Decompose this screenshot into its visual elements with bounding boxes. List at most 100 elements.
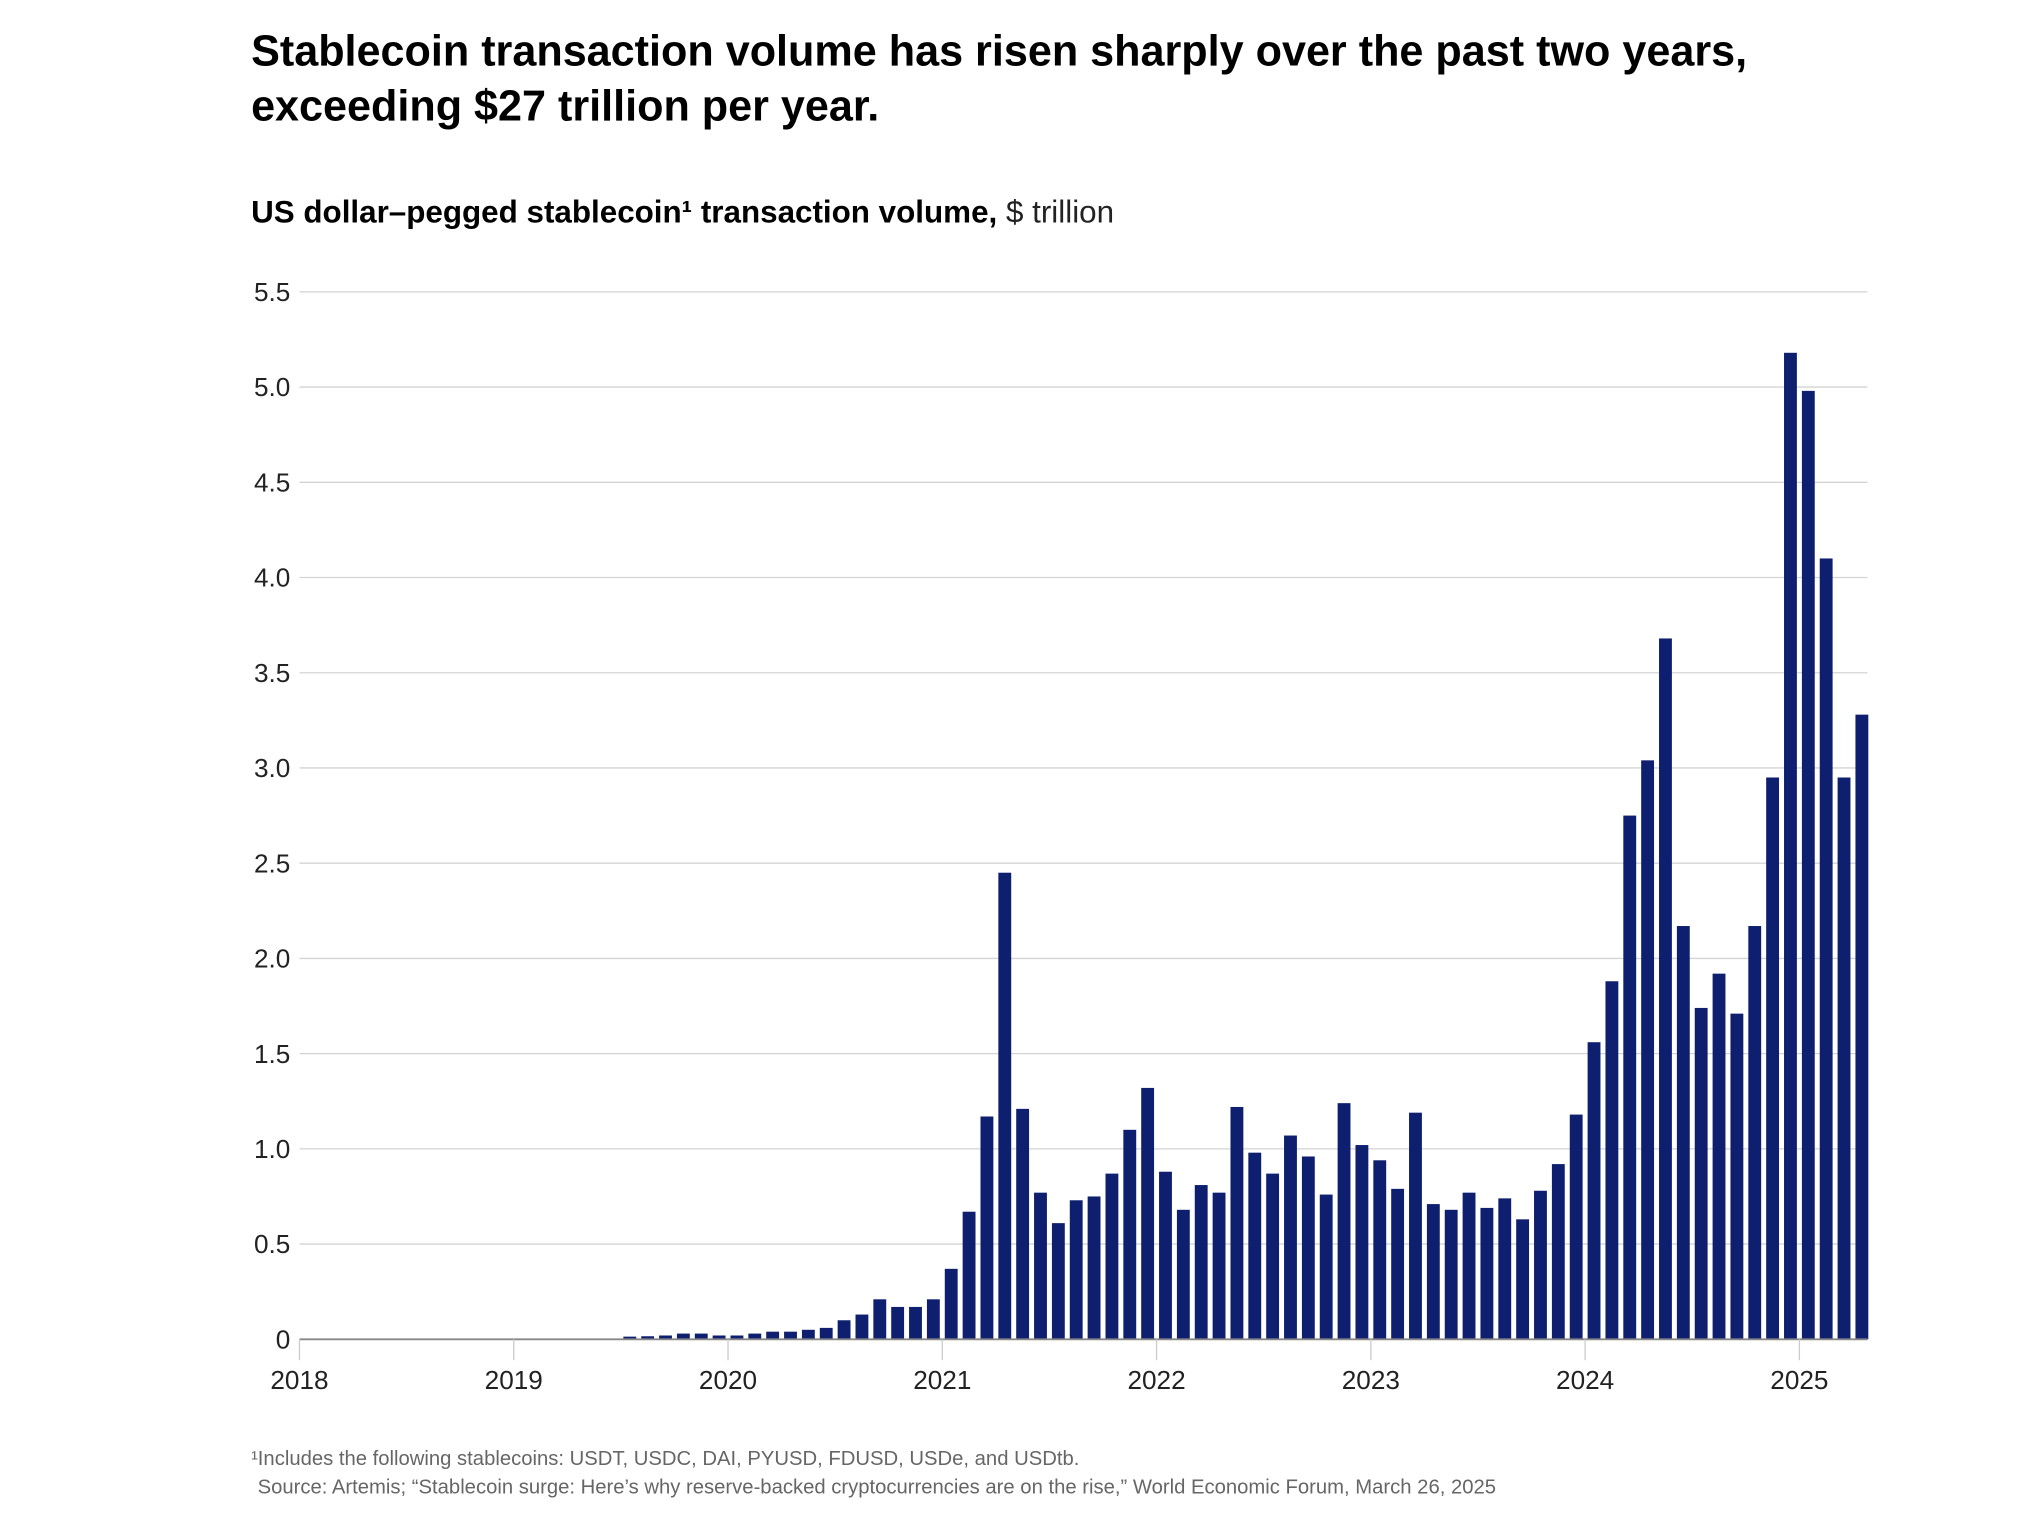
bar-2021-06: 2021-06: 0.77 bbox=[1034, 1192, 1047, 1340]
bar-2020-07: 2020-07: 0.1 bbox=[837, 1320, 851, 1340]
bar-2023-09: 2023-09: 0.63 bbox=[1516, 1219, 1530, 1340]
bar-2020-04: 2020-04: 0.04 bbox=[784, 1331, 797, 1340]
bar-2020-10: 2020-10: 0.17 bbox=[891, 1306, 905, 1340]
bar-2024-01: 2024-01: 1.56 bbox=[1587, 1042, 1601, 1340]
bar-2022-09: 2022-09: 0.96 bbox=[1301, 1156, 1315, 1340]
source-note: Source: Artemis; “Stablecoin surge: Here… bbox=[258, 1477, 1496, 1499]
subtitle-measure: US dollar–pegged stablecoin¹ transaction… bbox=[251, 195, 997, 230]
bar-2020-03: 2020-03: 0.04 bbox=[766, 1331, 780, 1340]
bar-2021-12: 2021-12: 1.32 bbox=[1141, 1087, 1155, 1340]
bar-2021-03: 2021-03: 1.17 bbox=[980, 1116, 994, 1340]
bar-2021-09: 2021-09: 0.75 bbox=[1087, 1196, 1101, 1340]
bar-2021-10: 2021-10: 0.87 bbox=[1105, 1173, 1119, 1340]
x-tick-label: 2022 bbox=[1127, 1365, 1185, 1395]
bar-2022-05: 2022-05: 1.22 bbox=[1230, 1106, 1244, 1340]
bar-2023-03: 2023-03: 1.19 bbox=[1409, 1112, 1422, 1340]
bar-2025-02: 2025-02: 4.1 bbox=[1819, 558, 1833, 1340]
y-tick-label: 4.5 bbox=[254, 467, 290, 497]
chart-title-line2: exceeding $27 trillion per year. bbox=[251, 83, 879, 131]
bar-2022-07: 2022-07: 0.87 bbox=[1266, 1173, 1280, 1340]
bar-2024-04: 2024-04: 3.04 bbox=[1641, 760, 1655, 1340]
subtitle-unit: $ trillion bbox=[997, 195, 1114, 230]
x-axis-labels: 2018 2019 2020 2021 2022 2023 2024 2025 bbox=[270, 1339, 1828, 1395]
bar-2020-05: 2020-05: 0.05 bbox=[801, 1329, 815, 1340]
chart-subtitle: US dollar–pegged stablecoin¹ transaction… bbox=[251, 195, 1114, 230]
bar-2023-12: 2023-12: 1.18 bbox=[1569, 1114, 1583, 1340]
y-tick-label: 5.0 bbox=[254, 372, 290, 402]
footnote: ¹Includes the following stablecoins: USD… bbox=[251, 1448, 1079, 1470]
y-tick-label: 2.0 bbox=[254, 944, 290, 974]
bar-2019-09: 2019-09: 0.02 bbox=[659, 1335, 672, 1340]
bar-2023-06: 2023-06: 0.77 bbox=[1462, 1192, 1476, 1340]
bar-2023-10: 2023-10: 0.78 bbox=[1534, 1190, 1547, 1340]
bar-2020-02: 2020-02: 0.03 bbox=[748, 1333, 762, 1340]
x-tick-label: 2024 bbox=[1556, 1365, 1614, 1395]
x-tick-label: 2023 bbox=[1342, 1365, 1400, 1395]
bars: 2018-01: 02018-02: 02018-03: 02018-04: 0… bbox=[551, 352, 1869, 1340]
bar-2022-01: 2022-01: 0.88 bbox=[1159, 1171, 1172, 1340]
chart-title-line1: Stablecoin transaction volume has risen … bbox=[251, 28, 1747, 76]
bar-2022-12: 2022-12: 1.02 bbox=[1355, 1145, 1369, 1340]
y-tick-label: 4.0 bbox=[254, 563, 290, 593]
bar-2022-04: 2022-04: 0.77 bbox=[1212, 1192, 1226, 1340]
bar-2024-09: 2024-09: 1.71 bbox=[1730, 1013, 1744, 1340]
bar-2020-01: 2020-01: 0.02 bbox=[730, 1335, 744, 1340]
bar-2025-03: 2025-03: 2.95 bbox=[1837, 777, 1851, 1340]
bar-2022-02: 2022-02: 0.68 bbox=[1176, 1209, 1190, 1340]
bar-2020-08: 2020-08: 0.13 bbox=[855, 1314, 869, 1340]
x-tick-label: 2021 bbox=[913, 1365, 971, 1395]
bar-2024-03: 2024-03: 2.75 bbox=[1623, 815, 1637, 1340]
y-tick-label: 1.5 bbox=[254, 1039, 290, 1069]
bar-2022-08: 2022-08: 1.07 bbox=[1284, 1135, 1297, 1340]
bar-2020-06: 2020-06: 0.06 bbox=[819, 1327, 833, 1340]
x-tick-label: 2019 bbox=[485, 1365, 543, 1395]
bar-2025-01: 2025-01: 4.98 bbox=[1801, 390, 1815, 1340]
bar-2019-10: 2019-10: 0.03 bbox=[676, 1333, 690, 1340]
bar-2022-10: 2022-10: 0.76 bbox=[1319, 1194, 1333, 1340]
bar-2022-06: 2022-06: 0.98 bbox=[1248, 1152, 1262, 1340]
bar-2024-06: 2024-06: 2.17 bbox=[1676, 926, 1690, 1340]
bar-2019-08: 2019-08: 0.016 bbox=[641, 1336, 655, 1340]
bar-2022-11: 2022-11: 1.24 bbox=[1337, 1103, 1351, 1340]
bar-2021-02: 2021-02: 0.67 bbox=[962, 1211, 976, 1340]
bar-2021-07: 2021-07: 0.61 bbox=[1051, 1223, 1065, 1340]
bar-2023-05: 2023-05: 0.68 bbox=[1444, 1209, 1458, 1340]
y-tick-label: 3.5 bbox=[254, 658, 290, 688]
bar-2021-04: 2021-04: 2.45 bbox=[998, 872, 1012, 1340]
y-tick-label: 0.5 bbox=[254, 1229, 290, 1259]
bar-2023-02: 2023-02: 0.79 bbox=[1391, 1188, 1405, 1340]
bar-2023-11: 2023-11: 0.92 bbox=[1551, 1164, 1565, 1340]
bar-2020-09: 2020-09: 0.21 bbox=[873, 1299, 887, 1340]
y-tick-label: 1.0 bbox=[254, 1134, 290, 1164]
bar-2020-12: 2020-12: 0.21 bbox=[926, 1299, 940, 1340]
bar-2024-07: 2024-07: 1.74 bbox=[1694, 1007, 1708, 1340]
bar-2023-07: 2023-07: 0.69 bbox=[1480, 1207, 1494, 1340]
bar-2024-10: 2024-10: 2.17 bbox=[1748, 926, 1762, 1340]
bar-2025-04: 2025-04: 3.28 bbox=[1855, 714, 1869, 1340]
bar-2024-12: 2024-12: 5.18 bbox=[1784, 352, 1797, 1340]
y-tick-label: 0 bbox=[276, 1324, 291, 1354]
bar-2019-11: 2019-11: 0.03 bbox=[694, 1333, 708, 1340]
bar-2021-08: 2021-08: 0.73 bbox=[1069, 1200, 1083, 1340]
bar-2020-11: 2020-11: 0.17 bbox=[909, 1306, 922, 1340]
bar-2023-01: 2023-01: 0.94 bbox=[1373, 1160, 1387, 1340]
y-tick-label: 3.0 bbox=[254, 753, 290, 783]
bar-2021-11: 2021-11: 1.1 bbox=[1123, 1129, 1137, 1340]
y-tick-label: 5.5 bbox=[254, 277, 290, 307]
x-tick-label: 2018 bbox=[270, 1365, 328, 1395]
y-axis-labels: 0 0.5 1.0 1.5 2.0 2.5 3.0 3.5 4.0 4.5 5.0 5.5 bbox=[254, 277, 290, 1354]
bar-2021-05: 2021-05: 1.21 bbox=[1016, 1108, 1030, 1340]
bar-2021-01: 2021-01: 0.37 bbox=[944, 1268, 958, 1340]
bar-2024-11: 2024-11: 2.95 bbox=[1766, 777, 1780, 1340]
bar-2023-08: 2023-08: 0.74 bbox=[1498, 1198, 1512, 1340]
bar-2019-07: 2019-07: 0.014 bbox=[623, 1336, 637, 1340]
bar-2023-04: 2023-04: 0.71 bbox=[1426, 1204, 1440, 1340]
gridlines bbox=[299, 291, 1868, 1245]
bar-2024-08: 2024-08: 1.92 bbox=[1712, 973, 1726, 1340]
x-tick-label: 2025 bbox=[1770, 1365, 1828, 1395]
bar-2024-05: 2024-05: 3.68 bbox=[1659, 638, 1672, 1340]
bar-2022-03: 2022-03: 0.81 bbox=[1194, 1185, 1208, 1340]
x-tick-label: 2020 bbox=[699, 1365, 757, 1395]
bar-2024-02: 2024-02: 1.88 bbox=[1605, 981, 1619, 1340]
